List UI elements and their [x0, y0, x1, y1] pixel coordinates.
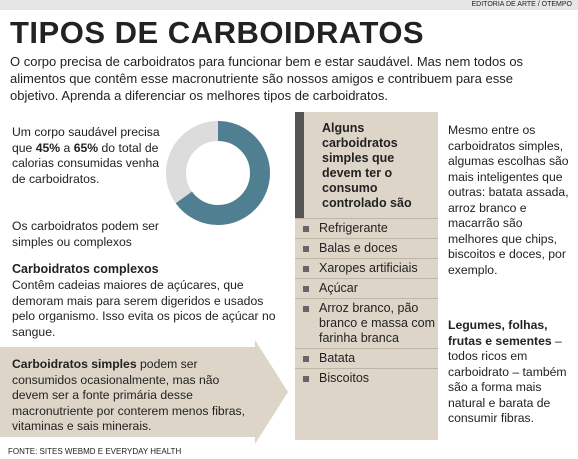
arrow-shape — [0, 340, 288, 444]
top-bar — [0, 0, 578, 10]
box-list: Refrigerante Balas e doces Xaropes artific… — [295, 218, 438, 388]
right-block: Legumes, folhas, frutas e sementes – tod… — [448, 318, 573, 427]
box-title: Alguns carboidratos simples que devem te… — [322, 121, 412, 210]
intro: O corpo precisa de carboidratos para fun… — [10, 54, 524, 103]
right-text: – todos ricos em carboidrato – também sã… — [448, 333, 567, 426]
simple: Carboidratos simples podem ser consumido… — [12, 357, 252, 435]
right-text: Mesmo entre os carboidratos simples, alg… — [448, 123, 569, 277]
source: FONTE: SITES WEBMD E EVERYDAY HEALTH — [8, 447, 182, 456]
simple-box: Alguns carboidratos simples que devem te… — [295, 112, 438, 440]
donut-arc — [166, 121, 270, 225]
box-item: Açúcar — [295, 278, 438, 298]
title: TIPOS DE CARBOIDRATOS — [10, 15, 425, 50]
simple-text: podem ser consumidos ocasionalmente, mas… — [12, 357, 246, 433]
lead: Um corpo saudável precisa que 45% a 65% … — [12, 125, 162, 187]
complex-title: Carboidratos complexos — [12, 262, 159, 276]
complex-text: Contêm cadeias maiores de açúcares, que … — [12, 278, 276, 339]
donut — [166, 121, 270, 225]
lead-text: Um corpo saudável precisa que — [12, 125, 160, 155]
low-pct: 45% — [35, 140, 61, 155]
box-item: Arroz branco, pão branco e massa com far… — [295, 298, 438, 348]
types-note: Os carboidratos podem ser simples ou com… — [12, 219, 159, 249]
arrow — [0, 340, 288, 444]
right-title: Legumes, folhas, frutas e sementes — [448, 318, 552, 348]
box-item: Batata — [295, 348, 438, 368]
box-bar — [295, 112, 304, 218]
lead-text: a — [63, 140, 71, 155]
box-item: Balas e doces — [295, 238, 438, 258]
box-item: Xaropes artificiais — [295, 258, 438, 278]
lead-text: do total de calorias consumidas venha de… — [12, 140, 160, 186]
high-pct: 65% — [73, 140, 99, 155]
box-item: Refrigerante — [295, 218, 438, 238]
box-item: Biscoitos — [295, 368, 438, 388]
simple-title: Carboidratos simples — [12, 357, 137, 371]
credit: EDITORIA DE ARTE / OTEMPO — [471, 1, 573, 8]
